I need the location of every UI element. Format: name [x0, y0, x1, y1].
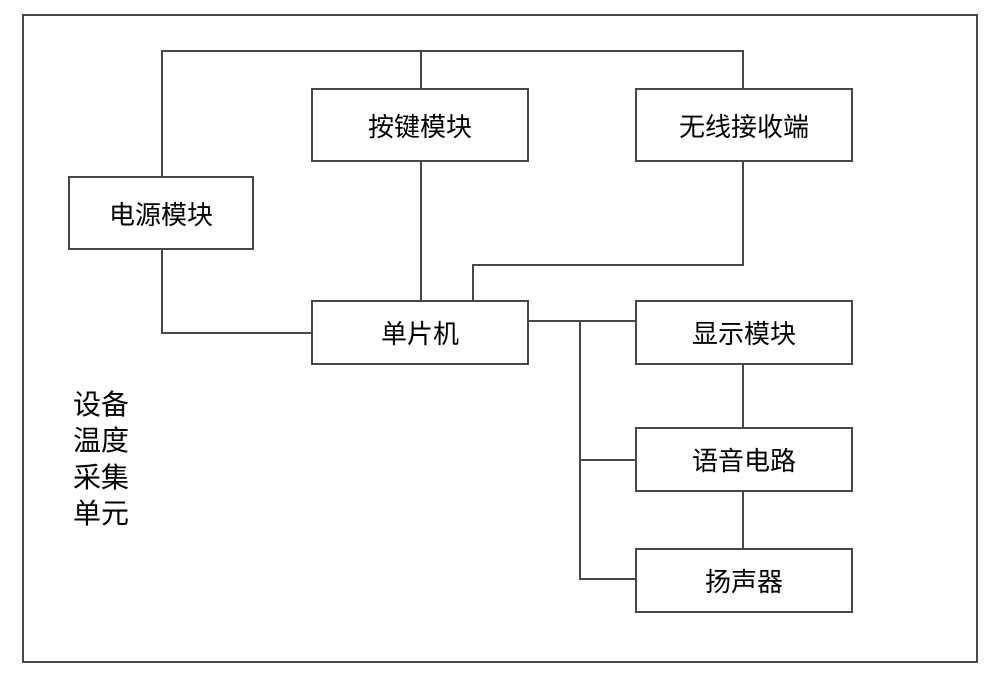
edge-to-voice: [579, 459, 635, 461]
edge-mid-dn: [579, 320, 581, 580]
side-label-line: 单元: [73, 497, 129, 533]
edge-wifi-dn: [742, 162, 744, 266]
side-label-line: 温度: [73, 424, 129, 460]
node-wireless: 无线接收端: [635, 88, 853, 162]
node-label: 电源模块: [109, 195, 213, 232]
edge-to-speaker: [579, 578, 635, 580]
node-label: 无线接收端: [679, 107, 809, 144]
node-label: 语音电路: [692, 441, 796, 478]
node-keys: 按键模块: [311, 88, 529, 162]
edge-mcu-display: [529, 320, 635, 322]
node-speaker: 扬声器: [635, 548, 853, 613]
side-label-line: 采集: [73, 461, 129, 497]
edge-power-mcu: [161, 332, 311, 334]
node-power: 电源模块: [68, 176, 254, 250]
edge-display-voice: [742, 365, 744, 427]
edge-top-to-power: [161, 50, 163, 176]
edge-top-to-wifi: [742, 50, 744, 88]
side-label-line: 设备: [73, 388, 129, 424]
edge-power-dn: [161, 250, 163, 334]
edge-wifi-mcu: [472, 264, 474, 300]
node-label: 按键模块: [368, 107, 472, 144]
side-label: 设备 温度 采集 单元: [73, 388, 129, 534]
node-label: 扬声器: [705, 562, 783, 599]
edge-voice-speaker: [742, 492, 744, 548]
edge-wifi-h: [472, 264, 744, 266]
node-mcu: 单片机: [311, 300, 529, 365]
node-voice: 语音电路: [635, 427, 853, 492]
edge-top-h: [161, 50, 744, 52]
node-label: 单片机: [381, 314, 459, 351]
edge-top-to-keys: [420, 50, 422, 88]
diagram-canvas: 电源模块 按键模块 无线接收端 单片机 显示模块 语音电路 扬声器 设备 温度 …: [0, 0, 1000, 679]
node-label: 显示模块: [692, 314, 796, 351]
edge-keys-mcu: [420, 162, 422, 300]
node-display: 显示模块: [635, 300, 853, 365]
